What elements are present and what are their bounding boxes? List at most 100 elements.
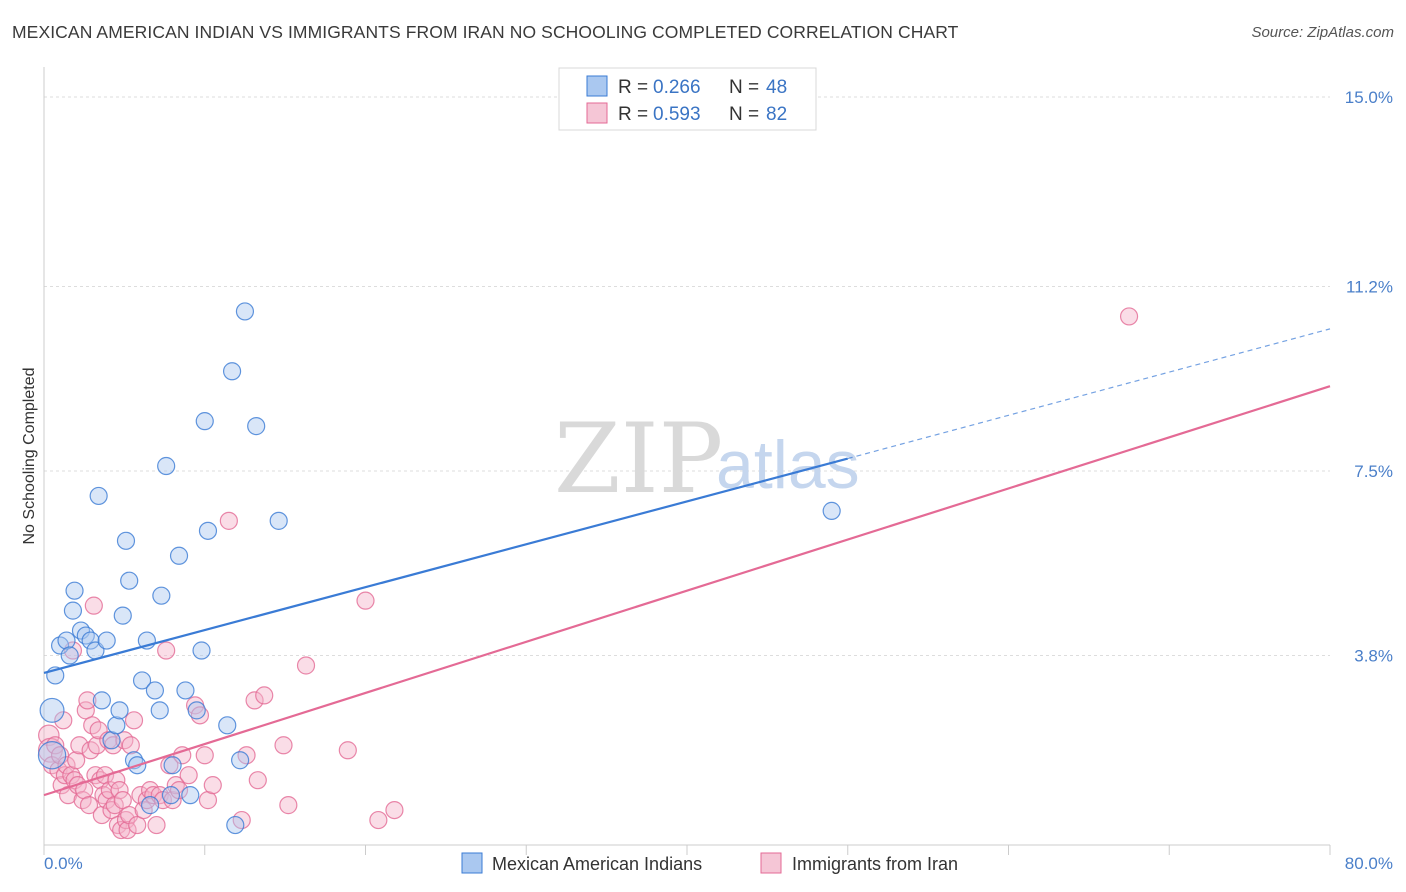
mexican-point xyxy=(60,646,79,665)
iran-point xyxy=(147,815,166,835)
iran-point xyxy=(87,736,107,755)
iran-point xyxy=(203,776,222,795)
mexican-point xyxy=(163,756,182,775)
iran-point xyxy=(84,596,103,615)
mexican-point xyxy=(181,786,200,805)
trend-lines xyxy=(43,328,1331,797)
iran-point xyxy=(255,686,274,705)
mexican-trend-line xyxy=(43,457,849,675)
mexican-point xyxy=(822,501,841,520)
mexican-point xyxy=(150,701,169,720)
mexican-point xyxy=(169,546,189,565)
mexican-point xyxy=(71,621,91,640)
iran-point xyxy=(369,810,388,830)
mexican-point xyxy=(107,716,126,735)
mexican-point xyxy=(152,586,171,605)
iran-point xyxy=(195,746,214,765)
mexican-trend-extension xyxy=(847,328,1331,460)
iran-point xyxy=(356,591,375,610)
iran-point xyxy=(46,736,65,755)
iran-point xyxy=(338,741,357,760)
iran-point xyxy=(166,776,185,795)
y-tick-label: 7.5% xyxy=(1354,462,1393,481)
iran-point xyxy=(245,691,264,710)
mexican-point xyxy=(145,681,165,700)
mexican-point xyxy=(116,531,136,550)
bottom-legend-swatch-pink xyxy=(760,852,782,874)
legend-r-label-2: R = xyxy=(618,104,648,125)
watermark-atlas: atlas xyxy=(716,427,860,503)
source-label: Source: ZipAtlas.com xyxy=(1251,24,1394,41)
bottom-legend-label-mexican: Mexican American Indians xyxy=(492,854,702,874)
mexican-point xyxy=(113,606,132,625)
iran-point xyxy=(78,691,97,710)
mexican-point xyxy=(235,302,255,321)
legend-r-value-1: 0.266 xyxy=(653,77,701,98)
legend-swatch-pink xyxy=(586,102,608,124)
x-ticks xyxy=(43,845,1331,855)
iran-point xyxy=(89,721,108,740)
legend-r-value-2: 0.593 xyxy=(653,104,701,125)
iran-trend-line xyxy=(43,385,1331,797)
mexican-point xyxy=(37,741,67,770)
iran-point xyxy=(144,786,163,805)
legend-n-value-2: 82 xyxy=(766,104,787,125)
series-iran-points xyxy=(37,307,1139,840)
mexican-point xyxy=(187,701,206,720)
mexican-point xyxy=(176,681,195,700)
iran-point xyxy=(57,756,76,775)
legend-n-label-2: N = xyxy=(729,104,759,125)
iran-point xyxy=(121,736,140,755)
iran-point xyxy=(113,791,132,810)
x-tick-label-max: 80.0% xyxy=(1345,854,1393,873)
y-tick-label: 3.8% xyxy=(1354,647,1393,666)
mexican-point xyxy=(195,412,214,431)
mexican-point xyxy=(39,697,65,723)
legend-bottom: Mexican American Indians Immigrants from… xyxy=(461,852,958,874)
mexican-point xyxy=(81,631,100,650)
iran-point xyxy=(1119,307,1139,326)
iran-point xyxy=(279,796,298,815)
iran-point xyxy=(296,656,316,675)
mexican-point xyxy=(269,511,288,530)
mexican-point xyxy=(89,486,108,506)
mexican-point xyxy=(161,786,181,805)
y-tick-label: 15.0% xyxy=(1345,88,1393,107)
series-mexican-points xyxy=(37,302,841,835)
mexican-point xyxy=(76,626,95,645)
mexican-point xyxy=(222,362,242,381)
iran-point xyxy=(219,511,238,530)
iran-point xyxy=(110,781,129,800)
mexican-point xyxy=(247,417,266,436)
iran-point xyxy=(173,746,192,765)
mexican-point xyxy=(157,456,176,476)
y-axis-label: No Schooling Completed xyxy=(21,368,38,545)
mexican-point xyxy=(120,571,139,590)
chart-title: MEXICAN AMERICAN INDIAN VS IMMIGRANTS FR… xyxy=(12,22,959,42)
iran-point xyxy=(124,711,144,730)
mexican-point xyxy=(65,581,84,600)
bottom-legend-swatch-blue xyxy=(461,852,483,874)
iran-point xyxy=(179,766,198,785)
iran-point xyxy=(128,815,147,835)
mexican-point xyxy=(110,701,129,720)
watermark-zip: ZIP xyxy=(554,403,723,515)
mexican-point xyxy=(92,691,111,710)
iran-point xyxy=(385,800,404,820)
legend-swatch-blue xyxy=(586,75,608,97)
iran-point xyxy=(67,751,86,770)
iran-point xyxy=(118,820,137,840)
mexican-point xyxy=(231,751,250,770)
legend-n-value-1: 48 xyxy=(766,77,787,98)
iran-point xyxy=(190,706,210,725)
iran-point xyxy=(79,796,99,815)
iran-point xyxy=(274,736,293,755)
mexican-point xyxy=(198,521,218,540)
mexican-point xyxy=(97,631,116,650)
mexican-point xyxy=(132,671,152,690)
mexican-point xyxy=(63,601,83,620)
iran-point xyxy=(157,641,176,660)
legend-n-label-1: N = xyxy=(729,77,759,98)
legend-r-label-1: R = xyxy=(618,77,648,98)
